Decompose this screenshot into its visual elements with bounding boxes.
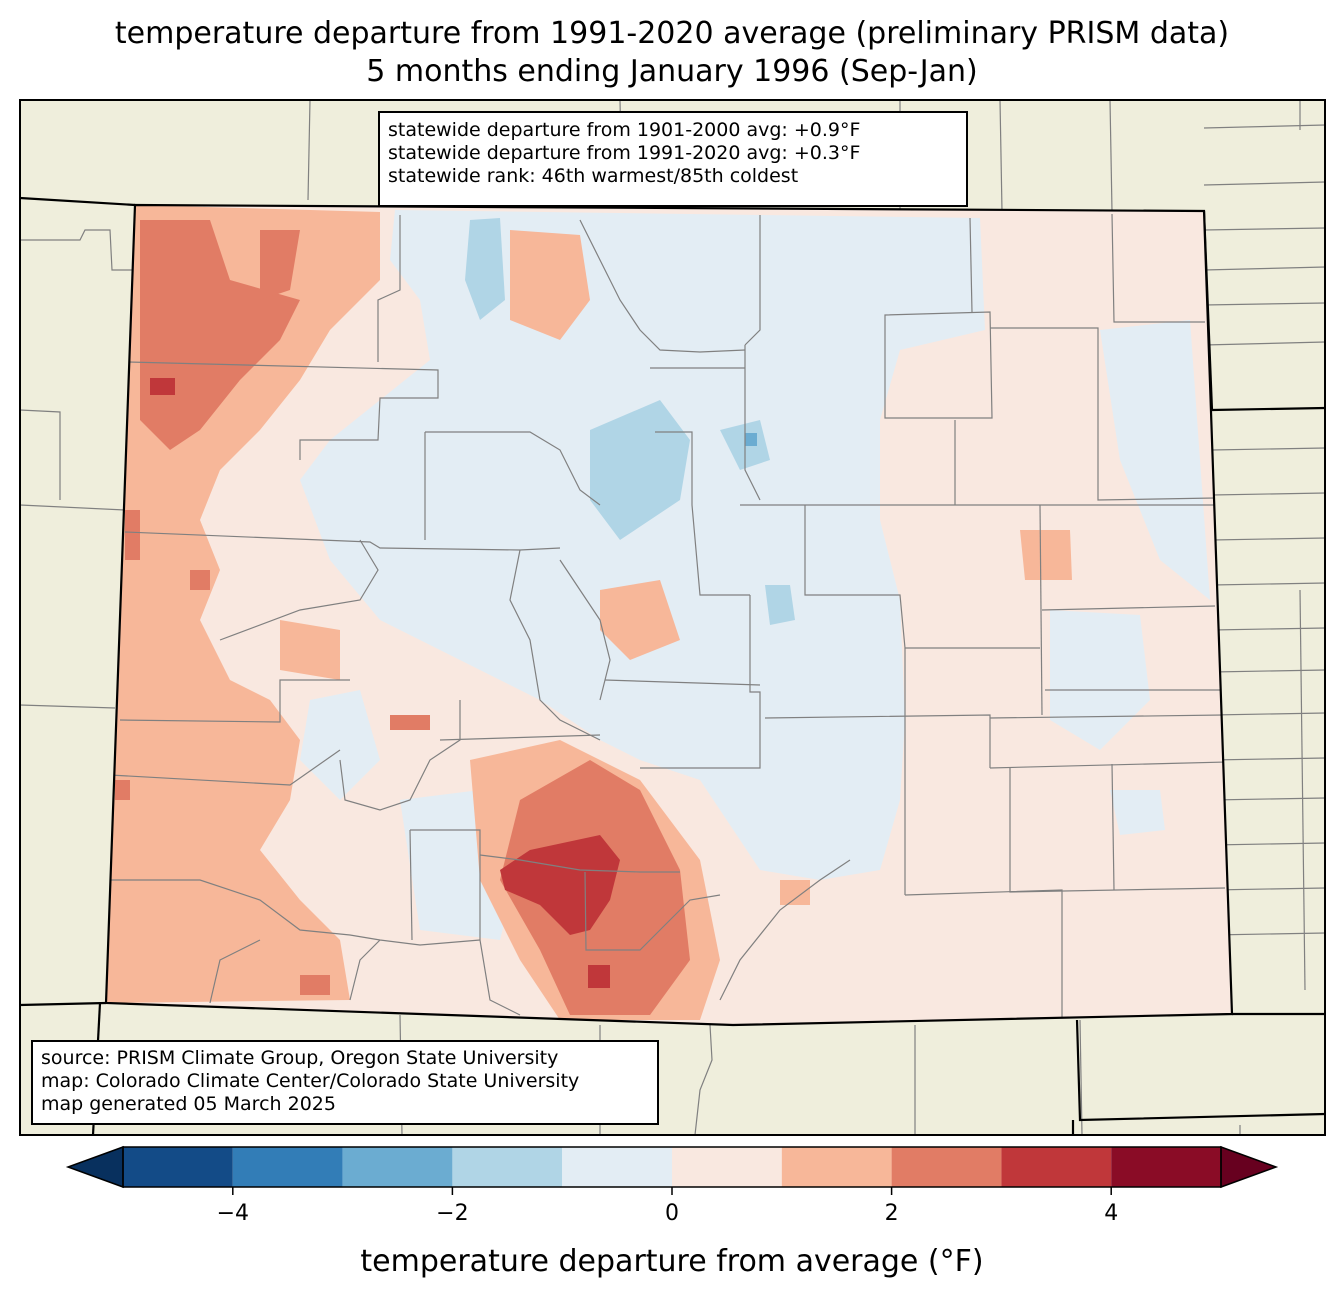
stats-line-rank: statewide rank: 46th warmest/85th coldes… xyxy=(388,165,799,187)
colorbar-bin-2 xyxy=(342,1147,453,1187)
colorbar-tick-label: 0 xyxy=(665,1201,679,1226)
county-boundaries xyxy=(109,213,1226,1020)
colorbar-over-arrow xyxy=(1220,1145,1279,1189)
colorbar-bin-7 xyxy=(891,1147,1002,1187)
colorbar-bin-6 xyxy=(781,1147,892,1187)
colorbar-bin-4 xyxy=(562,1147,672,1187)
source-box: source: PRISM Climate Group, Oregon Stat… xyxy=(31,1040,659,1125)
source-line-map: map: Colorado Climate Center/Colorado St… xyxy=(41,1070,580,1092)
colorbar-bin-1 xyxy=(232,1147,343,1187)
source-line-generated: map generated 05 March 2025 xyxy=(41,1093,336,1115)
colorbar-bin-3 xyxy=(452,1147,563,1187)
colorbar-bin-8 xyxy=(1001,1147,1112,1187)
map-title-line-2: 5 months ending January 1996 (Sep-Jan) xyxy=(366,54,978,89)
colorbar-bin-9 xyxy=(1111,1147,1221,1187)
colorbar-tick-label: 4 xyxy=(1104,1201,1119,1226)
map-frame-border xyxy=(19,99,1326,1136)
colorbar-tick-label: −4 xyxy=(216,1201,250,1226)
colorbar-under-arrow xyxy=(65,1145,124,1189)
statewide-stats-box: statewide departure from 1901-2000 avg: … xyxy=(378,111,968,207)
temperature-field xyxy=(106,205,1232,1025)
colorbar-tick-label: 2 xyxy=(884,1201,899,1226)
colorado-state-outline xyxy=(104,203,1234,1027)
colorbar-tick-label: −2 xyxy=(436,1201,469,1226)
colorbar xyxy=(65,1145,1279,1195)
colorbar-bin-5 xyxy=(672,1147,782,1187)
colorbar-title: temperature departure from average (°F) xyxy=(360,1244,984,1279)
colorbar-bin-0 xyxy=(123,1147,233,1187)
stats-line-1991-2020: statewide departure from 1991-2020 avg: … xyxy=(388,142,861,164)
source-line-prism: source: PRISM Climate Group, Oregon Stat… xyxy=(41,1047,559,1069)
map-title-line-1: temperature departure from 1991-2020 ave… xyxy=(114,16,1230,51)
stats-line-1901-2000: statewide departure from 1901-2000 avg: … xyxy=(388,119,861,141)
